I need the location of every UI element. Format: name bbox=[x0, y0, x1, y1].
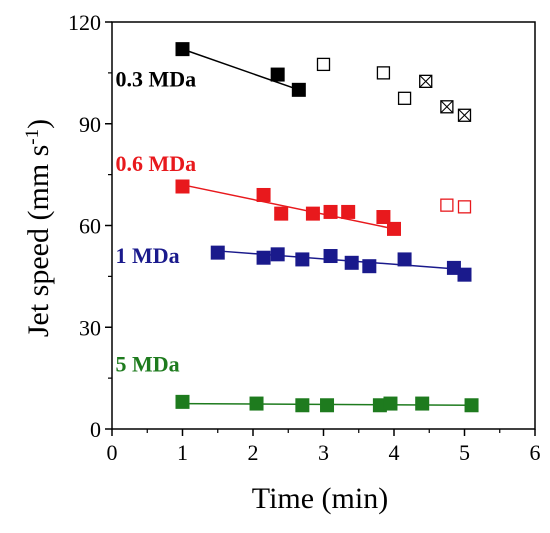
x-tick-label: 0 bbox=[107, 440, 118, 465]
data-point bbox=[376, 210, 391, 225]
x-axis-title: Time (min) bbox=[252, 482, 388, 515]
data-point bbox=[256, 250, 271, 265]
series-labels: 0.3 MDa 0.6 MDa 1 MDa 5 MDa bbox=[116, 66, 197, 376]
data-point bbox=[457, 200, 472, 214]
series-label: 0.3 MDa bbox=[116, 66, 197, 91]
data-point bbox=[270, 247, 285, 262]
y-axis-title-close: ) bbox=[22, 119, 55, 129]
y-tick-label: 30 bbox=[79, 315, 101, 340]
data-point bbox=[397, 91, 412, 105]
data-point bbox=[419, 74, 433, 89]
data-point bbox=[341, 204, 356, 219]
y-tick-label: 90 bbox=[79, 112, 101, 137]
x-tick-label: 5 bbox=[459, 440, 470, 465]
data-point bbox=[362, 259, 377, 274]
x-tick-label: 6 bbox=[530, 440, 541, 465]
data-point-cross bbox=[440, 100, 453, 113]
x-tick-label: 2 bbox=[248, 440, 259, 465]
data-point bbox=[344, 255, 359, 270]
y-axis-title: Jet speed (mm s-1) bbox=[22, 119, 55, 337]
data-point bbox=[295, 252, 310, 267]
data-point bbox=[323, 249, 338, 264]
data-point bbox=[457, 267, 472, 282]
y-tick-label: 0 bbox=[90, 417, 101, 442]
data-point bbox=[291, 82, 306, 97]
data-point bbox=[270, 67, 285, 82]
data-point bbox=[320, 398, 335, 413]
data-point bbox=[376, 66, 391, 80]
fit-line bbox=[217, 250, 465, 271]
data-point bbox=[464, 398, 479, 413]
data-point bbox=[295, 398, 310, 413]
data-point bbox=[274, 206, 289, 221]
x-tick-label: 3 bbox=[318, 440, 329, 465]
series-label: 1 MDa bbox=[116, 243, 180, 268]
data-point bbox=[256, 187, 271, 202]
axis-ticks bbox=[105, 21, 536, 436]
data-point bbox=[440, 198, 454, 212]
data-point bbox=[323, 204, 338, 219]
data-markers bbox=[175, 42, 479, 413]
fit-lines bbox=[182, 48, 472, 407]
data-point bbox=[175, 42, 190, 57]
y-axis-title-superscript: -1 bbox=[22, 129, 43, 145]
x-tick-label: 4 bbox=[389, 440, 400, 465]
data-point bbox=[440, 100, 454, 114]
data-point bbox=[175, 179, 190, 194]
data-point bbox=[457, 108, 472, 122]
data-point bbox=[249, 396, 264, 411]
data-point bbox=[383, 396, 398, 411]
data-point bbox=[397, 252, 412, 267]
y-tick-label: 120 bbox=[68, 10, 101, 35]
data-point bbox=[415, 396, 430, 411]
y-tick-label: 60 bbox=[79, 214, 101, 239]
y-axis-title-main: Jet speed (mm s bbox=[22, 145, 55, 337]
series-label: 0.6 MDa bbox=[116, 151, 197, 176]
data-point-cross bbox=[458, 109, 471, 122]
fit-line bbox=[182, 184, 395, 230]
series-label: 5 MDa bbox=[116, 351, 180, 376]
data-point bbox=[387, 221, 401, 236]
data-point-cross bbox=[419, 75, 432, 88]
data-point bbox=[175, 394, 190, 409]
data-point bbox=[210, 245, 225, 260]
data-point bbox=[316, 57, 331, 72]
x-tick-label: 1 bbox=[177, 440, 188, 465]
data-point bbox=[305, 206, 320, 221]
fit-line bbox=[182, 48, 300, 91]
